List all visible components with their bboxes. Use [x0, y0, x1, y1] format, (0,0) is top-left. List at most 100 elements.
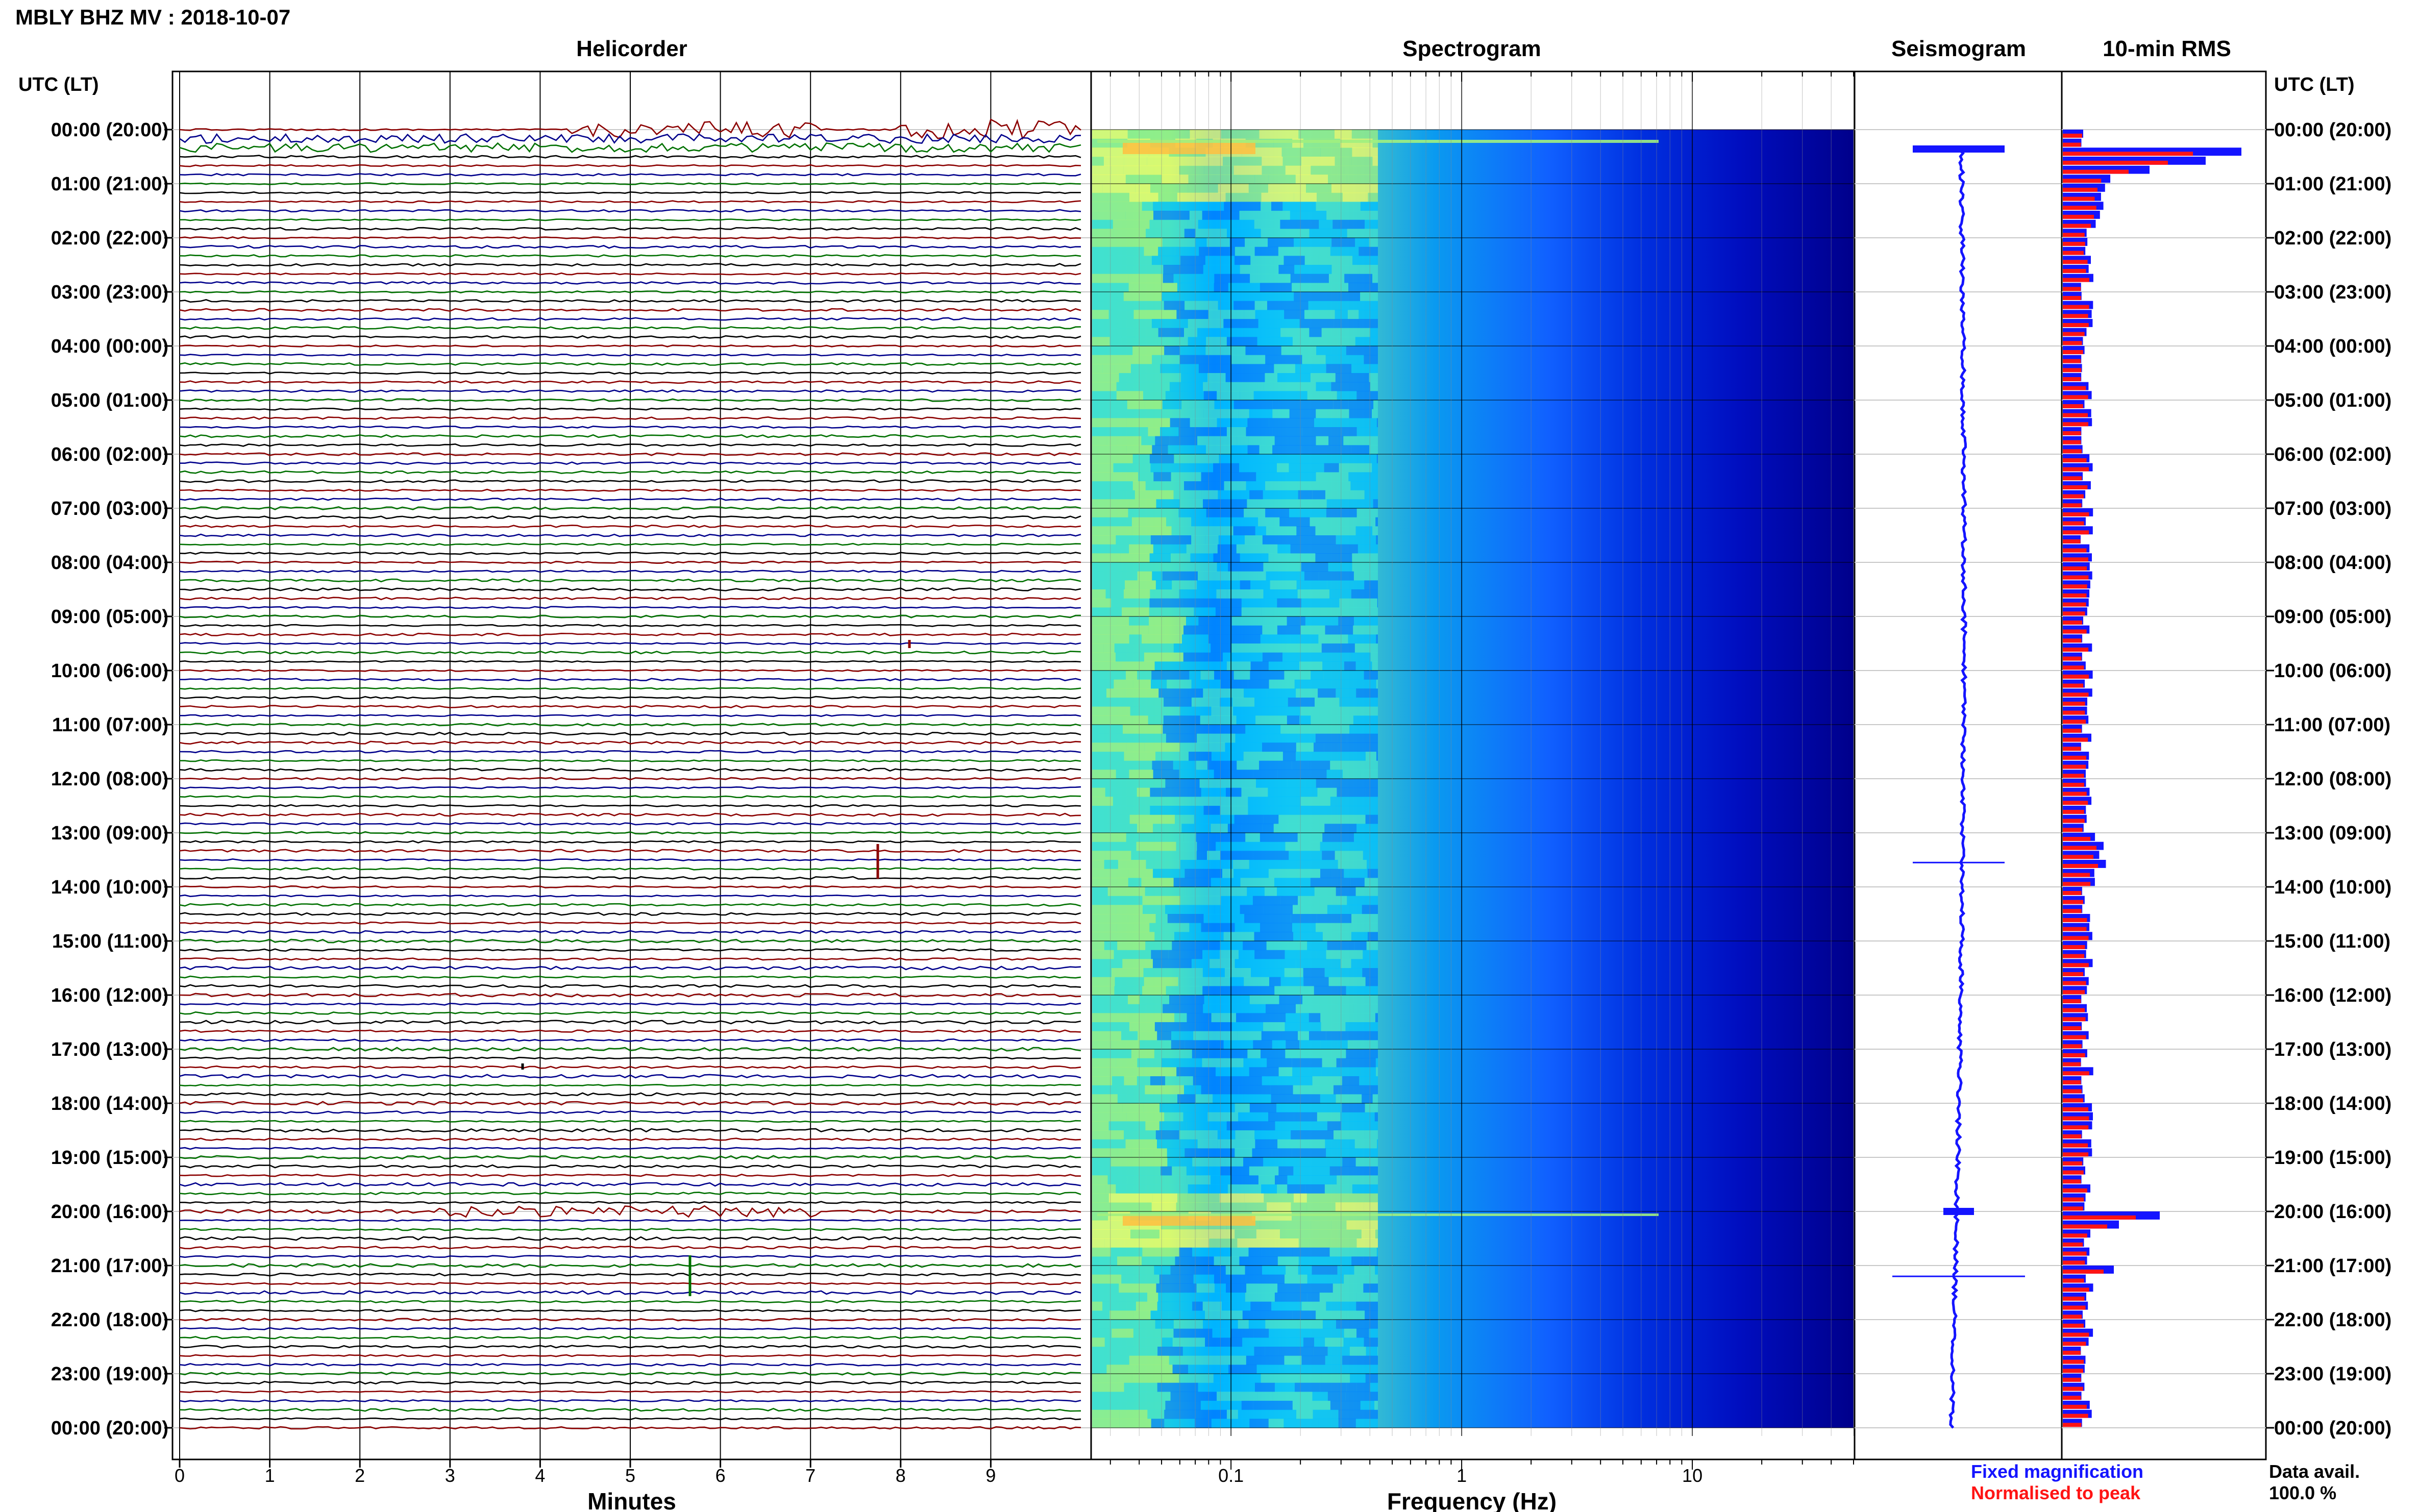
spectrogram-cell: [1364, 1202, 1378, 1212]
spectrogram-cell: [1151, 671, 1190, 680]
spectrogram-cell: [1254, 643, 1286, 653]
helicorder-panel: [171, 70, 1092, 1460]
spectrogram-cell: [1148, 364, 1161, 374]
rms-bar-normalised: [2063, 1251, 2087, 1256]
spectrogram-cell: [1342, 192, 1368, 202]
spectrogram-cell: [1119, 373, 1130, 383]
spectrogram-cell: [1092, 1148, 1118, 1158]
spectrogram-cell: [1368, 1409, 1378, 1419]
spectrogram-cell: [1331, 382, 1360, 391]
spectrogram-cell: [1165, 779, 1200, 788]
spectrogram-cell: [1092, 319, 1127, 329]
spectrogram-cell: [1092, 157, 1104, 166]
spectrogram-cell: [1221, 1148, 1235, 1158]
rms-bar-normalised: [2063, 675, 2089, 679]
rms-bar-normalised: [2063, 431, 2081, 435]
spectrogram-cell: [1287, 1175, 1305, 1185]
spectrogram-cell: [1116, 770, 1129, 779]
spectrogram-cell: [1330, 679, 1364, 689]
rms-bar-normalised: [2063, 467, 2089, 472]
spectrogram-cell: [1180, 706, 1195, 716]
spectrogram-cell: [1179, 1130, 1218, 1140]
spectrogram-cell: [1305, 1184, 1325, 1194]
spectrogram-cell: [1298, 1031, 1309, 1040]
spectrogram-cell: [1278, 814, 1306, 824]
spectrogram-cell: [1262, 616, 1287, 626]
spectrogram-cell: [1314, 742, 1324, 752]
spectrogram-cell: [1117, 1094, 1157, 1104]
spectrogram-cell: [1298, 733, 1316, 743]
spectrogram-cell: [1368, 1040, 1378, 1050]
rms-bar-normalised: [2063, 169, 2129, 174]
spectrogram-cell: [1211, 824, 1228, 833]
spectrogram-cell: [1092, 806, 1115, 815]
spectrogram-cell: [1368, 211, 1378, 220]
spectrogram-cell: [1223, 319, 1237, 329]
spectrogram-cell: [1130, 1401, 1166, 1410]
spectrogram-cell: [1214, 671, 1234, 680]
rms-bar-normalised: [2063, 1233, 2087, 1238]
spectrogram-cell: [1153, 472, 1171, 482]
spectrogram-cell: [1114, 364, 1131, 374]
spectrogram-cell: [1243, 752, 1283, 761]
spectrogram-cell: [1155, 1130, 1179, 1140]
spectrogram-cell: [1372, 526, 1378, 536]
spectrogram-cell: [1127, 400, 1145, 410]
time-tick-label-right: 06:00 (02:00): [2274, 444, 2391, 465]
spectrogram-cell: [1092, 634, 1114, 644]
spectrogram-cell: [1265, 598, 1277, 608]
helicorder-trace: [179, 1309, 1081, 1312]
helicorder-trace: [179, 452, 1081, 456]
time-tick-label-left: 22:00 (18:00): [51, 1309, 168, 1331]
spectrogram-cell: [1202, 986, 1243, 996]
spectrogram-cell: [1231, 1022, 1264, 1032]
spectrogram-cell: [1198, 725, 1226, 734]
spectrogram-cell: [1173, 760, 1196, 770]
spectrogram-cell: [1293, 1085, 1334, 1095]
helicorder-trace: [179, 407, 1081, 411]
spectrogram-cell: [1289, 508, 1326, 518]
spectrogram-cell: [1322, 932, 1351, 941]
spectrogram-cell: [1235, 733, 1268, 743]
spectrogram-cell: [1249, 1103, 1277, 1113]
spectrogram-cell: [1262, 742, 1296, 752]
spectrogram-cell: [1278, 1067, 1293, 1077]
figure-title: MBLY BHZ MV : 2018-10-07: [15, 5, 290, 29]
spectrogram-cell: [1092, 896, 1130, 905]
spectrogram-cell: [1247, 499, 1281, 509]
spectrogram-cell: [1375, 1013, 1378, 1023]
spectrogram-cell: [1110, 1157, 1145, 1167]
spectrogram-cell: [1129, 634, 1142, 644]
spectrogram-cell: [1116, 382, 1146, 391]
spectrogram-cell: [1092, 1365, 1107, 1374]
helicorder-trace: [179, 1426, 1081, 1430]
spectrogram-cell: [1303, 1337, 1314, 1347]
rms-bar-normalised: [2063, 1323, 2084, 1328]
helicorder-trace: [179, 1002, 1081, 1006]
spectrogram-cell: [1331, 202, 1361, 211]
spectrogram-cell: [1248, 1247, 1262, 1257]
spectrogram-cell: [1362, 1094, 1373, 1104]
spectrogram-cell: [1239, 950, 1255, 959]
spectrogram-cell: [1149, 923, 1190, 932]
spectrogram-cell: [1286, 1266, 1298, 1275]
spectrogram-cell: [1372, 274, 1378, 283]
spectrogram-cell: [1265, 1347, 1279, 1356]
spectrogram-cell: [1277, 463, 1289, 473]
spectrogram-cell: [1111, 165, 1124, 175]
rms-bar-normalised: [2063, 638, 2082, 643]
spectrogram-cell: [1267, 211, 1290, 220]
helicorder-trace: [179, 479, 1081, 483]
spectrogram-cell: [1233, 526, 1255, 536]
spectrogram-cell: [1243, 328, 1281, 337]
spectrogram-cell: [1325, 1355, 1343, 1365]
spectrogram-cell: [1092, 887, 1108, 897]
spectrogram-cell: [1153, 959, 1192, 969]
spectrogram-cell: [1285, 1274, 1307, 1284]
spectrogram-cell: [1356, 427, 1378, 437]
spectrogram-cell: [1369, 445, 1378, 455]
spectrogram-cell: [1226, 661, 1251, 671]
rms-bar-normalised: [2063, 314, 2088, 318]
spectrogram-cell: [1347, 1040, 1368, 1050]
spectrogram-cell: [1347, 896, 1378, 905]
